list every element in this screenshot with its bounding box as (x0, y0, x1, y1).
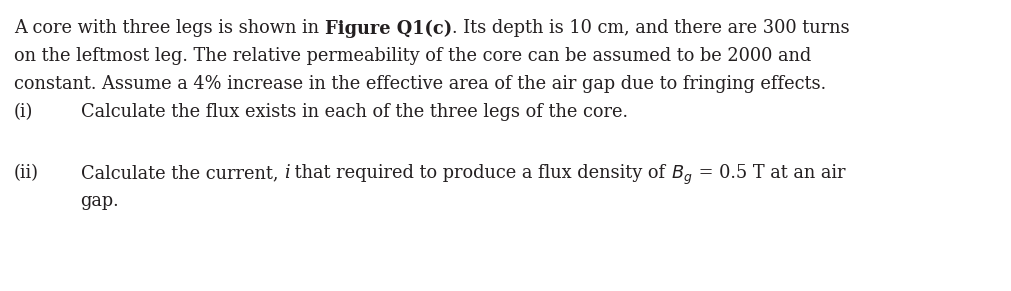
Text: constant. Assume a 4% increase in the effective area of the air gap due to fring: constant. Assume a 4% increase in the ef… (14, 75, 825, 93)
Text: (ii): (ii) (14, 164, 38, 182)
Text: $B_g$: $B_g$ (670, 164, 692, 187)
Text: Figure Q1(c): Figure Q1(c) (325, 19, 451, 38)
Text: A core with three legs is shown in: A core with three legs is shown in (14, 19, 325, 38)
Text: = 0.5 T at an air: = 0.5 T at an air (692, 164, 844, 182)
Text: Calculate the flux exists in each of the three legs of the core.: Calculate the flux exists in each of the… (81, 103, 627, 121)
Text: on the leftmost leg. The relative permeability of the core can be assumed to be : on the leftmost leg. The relative permea… (14, 47, 811, 65)
Text: Calculate the current,: Calculate the current, (81, 164, 283, 182)
Text: (i): (i) (14, 103, 33, 121)
Text: that required to produce a flux density of: that required to produce a flux density … (289, 164, 670, 182)
Text: . Its depth is 10 cm, and there are 300 turns: . Its depth is 10 cm, and there are 300 … (451, 19, 848, 38)
Text: gap.: gap. (81, 192, 119, 210)
Text: i: i (283, 164, 289, 182)
